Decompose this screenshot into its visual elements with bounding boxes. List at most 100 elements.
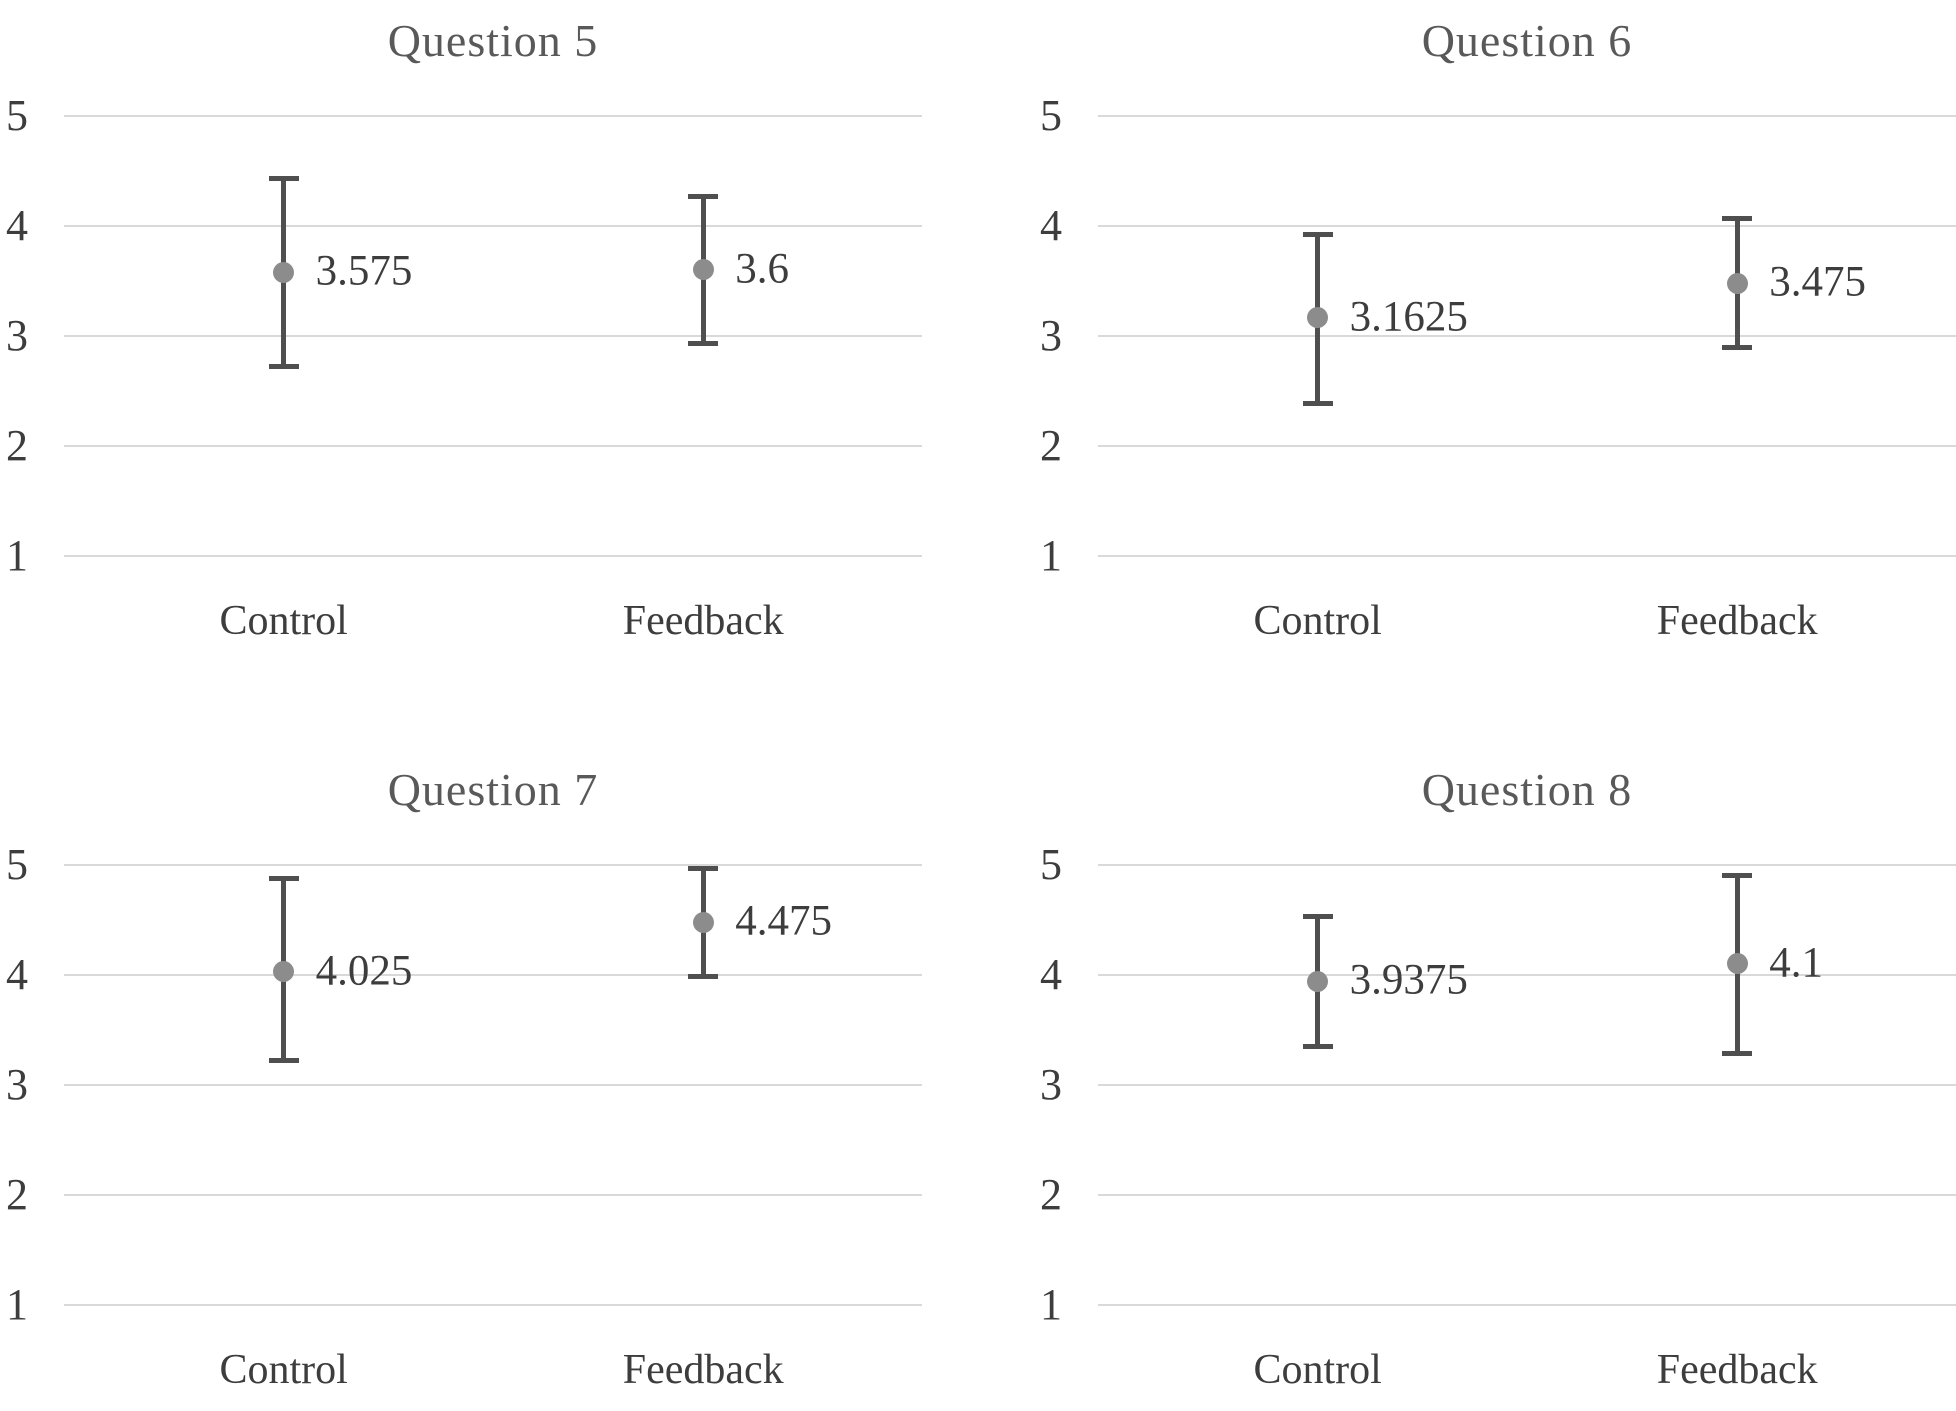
mean-point-marker [1307,307,1329,329]
error-bar-cap-bottom [268,1057,299,1063]
category-label: Control [219,1346,348,1393]
gridline [64,1193,922,1196]
y-tick-label: 1 [1040,530,1062,580]
chart-inner: Question 6 5 4 3 2 1 3.1625 3.475 Control Feed… [1034,0,1956,654]
mean-value-label: 3.6 [735,245,789,293]
plot-area: 4.025 4.475 [64,863,922,1306]
error-bar-cap-bottom [1722,345,1753,351]
plot-area: 3.1625 3.475 [1098,114,1956,557]
error-bar-cap-top [1722,873,1753,878]
y-tick-label: 2 [1040,1169,1062,1219]
x-axis-category-labels: Control Feedback [1098,600,1956,654]
error-bar-cap-top [268,876,299,882]
y-tick-label: 5 [6,839,28,889]
chart-title: Question 7 [387,764,599,815]
mean-point-marker [692,911,714,933]
category-label: Feedback [622,1346,784,1393]
y-tick-label: 2 [6,420,28,470]
y-axis-ticks: 5 4 3 2 1 [0,93,64,577]
gridline [1098,554,1956,557]
plot-row: 5 4 3 2 1 3.9375 4.1 [1034,842,1956,1326]
mean-value-label: 3.575 [315,247,413,295]
error-bar-cap-top [1302,231,1333,237]
mean-value-label: 3.9375 [1349,957,1468,1005]
y-tick-label: 4 [6,949,28,999]
plot-area: 3.575 3.6 [64,114,922,557]
gridline [1098,863,1956,866]
plot-row: 5 4 3 2 1 3.1625 3.475 [1034,93,1956,577]
mean-value-label: 4.475 [735,897,832,945]
gridline [64,1303,922,1306]
y-tick-label: 1 [6,530,28,580]
gridline [64,973,922,976]
error-bar-cap-bottom [1302,1043,1333,1049]
y-tick-label: 2 [6,1169,28,1219]
gridline [64,1083,922,1086]
mean-point-marker [1726,953,1748,974]
mean-point-marker [273,961,295,983]
chart-title: Question 6 [1421,15,1633,66]
error-bar-cap-top [268,175,299,181]
mean-value-label: 3.1625 [1349,293,1468,341]
gridline [1098,1083,1956,1086]
y-tick-label: 1 [6,1279,28,1329]
error-bar-cap-bottom [1302,401,1333,407]
error-bar-cap-bottom [1722,1051,1753,1057]
gridline [64,334,922,337]
chart-title: Question 5 [387,15,599,66]
mean-point-marker [1307,970,1329,992]
mean-value-label: 3.475 [1769,258,1866,306]
plot-area: 3.9375 4.1 [1098,863,1956,1306]
y-tick-label: 3 [1040,1059,1062,1109]
plot-row: 5 4 3 2 1 3.575 3.6 [0,93,922,577]
gridline [1098,334,1956,337]
y-axis-ticks: 5 4 3 2 1 [1034,93,1098,577]
gridline [1098,114,1956,117]
x-axis-category-labels: Control Feedback [64,600,922,654]
gridline [64,224,922,227]
y-tick-label: 3 [6,1059,28,1109]
x-axis-category-labels: Control Feedback [1098,1349,1956,1403]
gridline [64,114,922,117]
error-bar-cap-top [688,194,719,200]
category-label: Control [1253,597,1382,644]
chart-inner: Question 8 5 4 3 2 1 3.9375 4.1 Control Feedba… [1034,749,1956,1403]
chart-question-5: Question 5 5 4 3 2 1 3.575 3.6 Control Feedbac… [0,0,978,705]
chart-inner: Question 5 5 4 3 2 1 3.575 3.6 Control Feedbac… [0,0,922,654]
category-label: Feedback [1656,597,1818,644]
mean-point-marker [273,261,295,283]
y-tick-label: 3 [6,310,28,360]
gridline [1098,1193,1956,1196]
chart-question-7: Question 7 5 4 3 2 1 4.025 4.475 Control Feedb… [0,705,978,1411]
category-label: Feedback [622,597,784,644]
y-tick-label: 1 [1040,1279,1062,1329]
chart-question-6: Question 6 5 4 3 2 1 3.1625 3.475 Control Feed… [978,0,1956,705]
y-tick-label: 3 [1040,310,1062,360]
error-bar-cap-top [688,866,719,872]
y-tick-label: 5 [1040,90,1062,140]
y-tick-label: 5 [1040,839,1062,889]
mean-value-label: 4.1 [1769,939,1823,987]
gridline [1098,973,1956,976]
x-axis-category-labels: Control Feedback [64,1349,922,1403]
category-label: Control [1253,1346,1382,1393]
error-bar-cap-top [1722,216,1753,222]
y-tick-label: 4 [1040,949,1062,999]
error-bar-cap-bottom [688,340,719,346]
gridline [1098,1303,1956,1306]
y-tick-label: 2 [1040,420,1062,470]
y-tick-label: 4 [1040,200,1062,250]
gridline [64,444,922,447]
category-label: Control [219,597,348,644]
plot-row: 5 4 3 2 1 4.025 4.475 [0,842,922,1326]
y-axis-ticks: 5 4 3 2 1 [1034,842,1098,1326]
y-tick-label: 4 [6,200,28,250]
gridline [64,863,922,866]
error-bar-cap-top [1302,913,1333,919]
chart-title: Question 8 [1421,764,1633,815]
mean-point-marker [1726,272,1748,294]
error-bar-cap-bottom [268,363,299,369]
y-tick-label: 5 [6,90,28,140]
mean-value-label: 4.025 [315,947,413,995]
